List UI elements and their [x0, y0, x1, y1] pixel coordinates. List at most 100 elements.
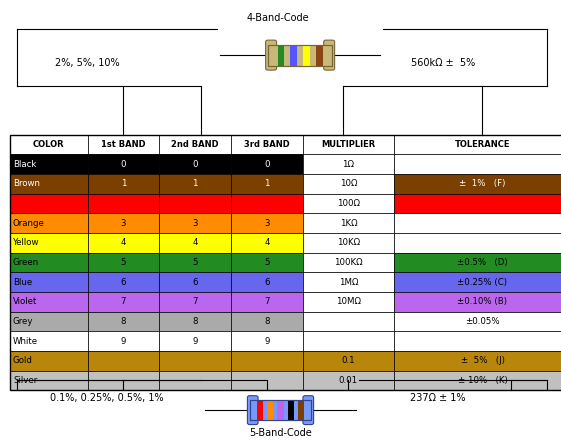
Bar: [394, 135, 561, 154]
Text: Black: Black: [13, 160, 36, 168]
Text: 3rd BAND: 3rd BAND: [244, 140, 290, 149]
Bar: [268, 45, 332, 66]
Bar: [10, 370, 88, 390]
Text: 6: 6: [192, 277, 198, 287]
Bar: [303, 331, 394, 351]
Text: 0: 0: [264, 160, 270, 168]
Bar: [394, 253, 561, 272]
Text: 2: 2: [192, 199, 198, 208]
Text: 8: 8: [121, 317, 126, 326]
Text: 1: 1: [121, 179, 126, 188]
Bar: [231, 370, 303, 390]
Bar: [231, 272, 303, 292]
Text: 3: 3: [192, 219, 198, 228]
Text: ±  1%   (F): ± 1% (F): [459, 179, 505, 188]
Bar: [288, 400, 294, 420]
Bar: [303, 194, 394, 213]
Text: 9: 9: [264, 336, 270, 346]
Text: 100Ω: 100Ω: [337, 199, 360, 208]
Bar: [291, 45, 297, 66]
Bar: [88, 154, 159, 174]
Text: ± 10%   (K): ± 10% (K): [458, 376, 507, 385]
Text: 1KΩ: 1KΩ: [339, 219, 357, 228]
Text: 5: 5: [121, 258, 126, 267]
Text: Yellow: Yellow: [13, 238, 39, 247]
Bar: [88, 174, 159, 194]
Text: ±0.10% (B): ±0.10% (B): [457, 297, 508, 306]
Bar: [159, 135, 231, 154]
Bar: [250, 400, 311, 420]
Bar: [303, 135, 394, 154]
Text: 5: 5: [192, 258, 198, 267]
Bar: [10, 351, 88, 370]
Bar: [159, 272, 231, 292]
Text: 9: 9: [121, 336, 126, 346]
FancyBboxPatch shape: [324, 40, 334, 70]
Bar: [159, 174, 231, 194]
Bar: [159, 312, 231, 331]
Bar: [394, 174, 561, 194]
Text: 5-Band-Code: 5-Band-Code: [249, 428, 312, 438]
Bar: [88, 194, 159, 213]
Text: 7: 7: [192, 297, 198, 306]
Text: 2: 2: [121, 199, 126, 208]
Text: 4: 4: [192, 238, 198, 247]
Bar: [394, 331, 561, 351]
Text: White: White: [13, 336, 38, 346]
Bar: [304, 45, 310, 66]
Text: 6: 6: [121, 277, 126, 287]
Text: 3: 3: [121, 219, 126, 228]
Text: Blue: Blue: [13, 277, 32, 287]
Text: 10Ω: 10Ω: [339, 179, 357, 188]
Bar: [267, 400, 273, 420]
Text: ±  2%   (G): ± 2% (G): [458, 199, 507, 208]
Bar: [231, 154, 303, 174]
Text: 10KΩ: 10KΩ: [337, 238, 360, 247]
Bar: [268, 45, 332, 66]
Text: 0.01: 0.01: [339, 376, 358, 385]
Bar: [159, 292, 231, 312]
Bar: [231, 174, 303, 194]
Bar: [10, 292, 88, 312]
Text: 7: 7: [264, 297, 270, 306]
Bar: [159, 154, 231, 174]
Bar: [278, 45, 284, 66]
Bar: [303, 233, 394, 253]
Text: 4: 4: [264, 238, 270, 247]
Bar: [394, 292, 561, 312]
Bar: [10, 135, 88, 154]
Bar: [10, 154, 88, 174]
Bar: [10, 213, 88, 233]
Text: 0.1%, 0.25%, 0.5%, 1%: 0.1%, 0.25%, 0.5%, 1%: [50, 393, 163, 403]
Text: Violet: Violet: [13, 297, 37, 306]
Text: TOLERANCE: TOLERANCE: [455, 140, 510, 149]
Bar: [303, 292, 394, 312]
Text: 100KΩ: 100KΩ: [334, 258, 363, 267]
Bar: [250, 400, 311, 420]
Text: Brown: Brown: [13, 179, 40, 188]
Bar: [88, 312, 159, 331]
Text: 2%, 5%, 10%: 2%, 5%, 10%: [54, 58, 119, 68]
Bar: [394, 351, 561, 370]
Bar: [10, 272, 88, 292]
Bar: [394, 213, 561, 233]
Text: 2: 2: [264, 199, 270, 208]
Text: 3: 3: [264, 219, 270, 228]
Bar: [159, 233, 231, 253]
Text: 1: 1: [264, 179, 270, 188]
Bar: [10, 233, 88, 253]
Text: 8: 8: [264, 317, 270, 326]
Text: Red: Red: [13, 199, 29, 208]
Bar: [88, 292, 159, 312]
Bar: [10, 174, 88, 194]
Bar: [303, 174, 394, 194]
Text: Orange: Orange: [13, 219, 45, 228]
Text: ±0.5%   (D): ±0.5% (D): [457, 258, 508, 267]
Bar: [303, 154, 394, 174]
Bar: [231, 213, 303, 233]
Bar: [10, 331, 88, 351]
Bar: [159, 213, 231, 233]
Bar: [88, 351, 159, 370]
Bar: [303, 370, 394, 390]
Bar: [394, 194, 561, 213]
